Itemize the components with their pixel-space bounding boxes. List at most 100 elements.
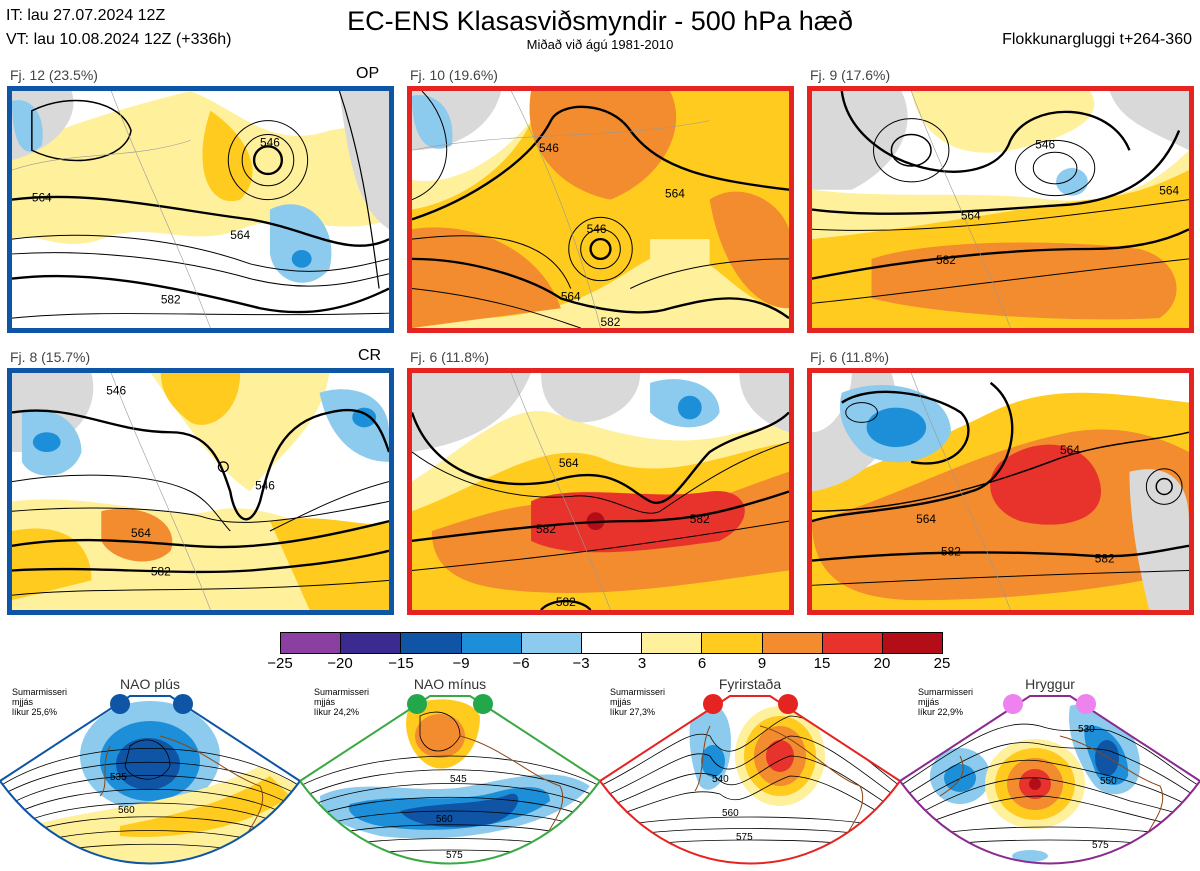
colorbar-tick: −3 <box>572 655 590 672</box>
contour-label: 582 <box>536 522 556 536</box>
regime-nao-plus: Sumarmisseri mjjás líkur 25,6% NAO plús … <box>0 676 300 871</box>
contour-label: 582 <box>161 292 181 306</box>
colorbar-tick: −20 <box>327 655 353 672</box>
colorbar-tick: 3 <box>637 655 647 672</box>
colorbar-swatch <box>882 633 943 653</box>
contour-label: 582 <box>601 315 621 328</box>
contour-label: 582 <box>936 253 956 267</box>
panel-5-label: Fj. 6 (11.8%) <box>410 349 490 365</box>
cluster-map-5: 564 582 582 582 <box>407 368 794 615</box>
colorbar <box>280 632 943 654</box>
colorbar-tick: −9 <box>452 655 470 672</box>
regime-probability: líkur 27,3% <box>610 707 656 717</box>
regime-probability: líkur 22,9% <box>918 707 964 717</box>
page-subtitle: Miðað við ágú 1981-2010 <box>526 37 674 52</box>
panel-1-label: Fj. 12 (23.5%) <box>10 67 98 83</box>
contour-label: 564 <box>559 456 579 470</box>
cluster-map-3: 546 564 582 564 <box>807 86 1194 333</box>
contour-label: 546 <box>106 384 126 398</box>
valid-time: VT: lau 10.08.2024 12Z (+336h) <box>6 31 232 48</box>
contour-label: 564 <box>961 208 981 222</box>
contour-label: 546 <box>260 135 280 149</box>
contour-label: 530 <box>1078 724 1095 735</box>
contour-label: 545 <box>450 774 467 785</box>
regime-title: Hryggur <box>1025 676 1075 692</box>
panel-4-label: Fj. 8 (15.7%) <box>10 349 91 365</box>
contour-label: 564 <box>32 191 52 205</box>
contour-label: 564 <box>916 512 936 526</box>
contour-label: 575 <box>1092 840 1109 851</box>
regime-marker-dot <box>407 694 427 714</box>
colorbar-tick: 15 <box>813 655 831 672</box>
contour-label: 540 <box>712 774 729 785</box>
regime-smoothing: mjjás <box>610 697 632 707</box>
contour-label: 564 <box>1060 443 1080 457</box>
regime-season: Sumarmisseri <box>12 687 68 697</box>
colorbar-tick: 25 <box>933 655 951 672</box>
colorbar-tick: 20 <box>873 655 891 672</box>
contour-label: 564 <box>665 187 685 201</box>
panel-2-label: Fj. 10 (19.6%) <box>410 67 498 83</box>
contour-label: 564 <box>561 289 581 303</box>
contour-label: 546 <box>539 141 559 155</box>
contour-label: 575 <box>446 850 463 861</box>
colorbar-tick: −6 <box>512 655 530 672</box>
colorbar-swatch <box>341 633 402 653</box>
panel-6-label: Fj. 6 (11.8%) <box>810 349 890 365</box>
panel-3-label: Fj. 9 (17.6%) <box>810 67 891 83</box>
initial-time: IT: lau 27.07.2024 12Z <box>6 7 166 24</box>
colorbar-swatch <box>521 633 582 653</box>
colorbar-swatch <box>822 633 883 653</box>
contour-label: 575 <box>736 832 753 843</box>
panel-4-tag: CR <box>358 347 382 364</box>
regime-marker-dot <box>703 694 723 714</box>
regime-nao-minus: Sumarmisseri mjjás líkur 24,2% NAO mínus… <box>300 676 600 871</box>
regime-marker-dot <box>778 694 798 714</box>
regime-probability: líkur 25,6% <box>12 707 58 717</box>
regime-season: Sumarmisseri <box>610 687 666 697</box>
classification-window: Flokkunargluggi t+264-360 <box>1002 31 1192 48</box>
regime-title: NAO mínus <box>413 676 487 692</box>
regime-smoothing: mjjás <box>12 697 34 707</box>
colorbar-tick: 9 <box>757 655 767 672</box>
contour-label: 582 <box>941 545 961 559</box>
colorbar-swatch <box>281 633 342 653</box>
colorbar-swatch <box>581 633 643 653</box>
regime-probability: líkur 24,2% <box>314 707 360 717</box>
regime-season: Sumarmisseri <box>314 687 370 697</box>
regime-marker-dot <box>473 694 493 714</box>
contour-label: 582 <box>1095 552 1115 566</box>
colorbar-tick: −25 <box>267 655 293 672</box>
contour-label: 564 <box>230 228 250 242</box>
colorbar-tick: −15 <box>388 655 414 672</box>
contour-label: 564 <box>131 526 151 540</box>
contour-label: 546 <box>1035 137 1055 151</box>
regime-marker-dot <box>110 694 130 714</box>
regime-ridge: Sumarmisseri mjjás líkur 22,9% Hryggur <box>900 676 1200 871</box>
page-title: EC-ENS Klasasviðsmyndir - 500 hPa hæð <box>347 6 853 36</box>
regime-title: NAO plús <box>120 676 180 692</box>
regime-smoothing: mjjás <box>314 697 336 707</box>
contour-label: 582 <box>151 564 171 578</box>
contour-label: 535 <box>110 772 127 783</box>
contour-label: 546 <box>587 222 607 236</box>
contour-label: 564 <box>1159 184 1179 198</box>
contour-label: 560 <box>722 808 739 819</box>
colorbar-swatch <box>762 633 823 653</box>
colorbar-swatch <box>401 633 462 653</box>
contour-label: 582 <box>556 595 576 609</box>
contour-label: 560 <box>118 805 135 816</box>
contour-label: 546 <box>255 479 275 493</box>
colorbar-tick: 6 <box>697 655 707 672</box>
regime-marker-dot <box>1076 694 1096 714</box>
cluster-map-6: 564 564 582 582 <box>807 368 1194 615</box>
regime-blocking: Sumarmisseri mjjás líkur 27,3% Fyrirstað… <box>600 676 900 871</box>
regime-season: Sumarmisseri <box>918 687 974 697</box>
panel-1-tag: OP <box>356 65 380 82</box>
cluster-map-2: 546 564 546 564 582 <box>407 86 794 333</box>
contour-label: 550 <box>1100 776 1117 787</box>
colorbar-swatch <box>461 633 522 653</box>
regime-marker-dot <box>173 694 193 714</box>
colorbar-swatch <box>702 633 763 653</box>
cluster-map-1: 546 564 564 582 <box>7 86 394 333</box>
